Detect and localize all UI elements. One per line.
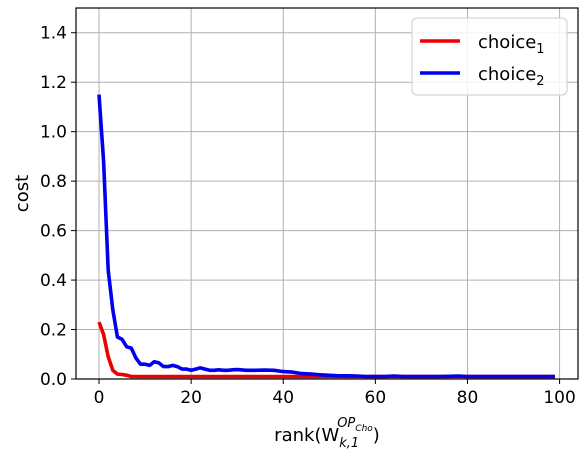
x-tick-label: 60	[365, 388, 387, 408]
x-tick-label: 40	[272, 388, 294, 408]
x-axis-label-part: rank(W	[274, 425, 339, 446]
x-tick-label: 80	[457, 388, 479, 408]
y-tick-label: 0.0	[40, 370, 67, 390]
x-axis-label-part: Cho	[355, 424, 373, 434]
plot-frame	[75, 7, 579, 380]
x-tick-label: 0	[94, 388, 105, 408]
y-axis-label: cost	[12, 175, 33, 212]
y-tick-label: 1.4	[40, 24, 67, 44]
x-tick-label: 100	[543, 388, 575, 408]
x-axis-label-part: )	[373, 425, 380, 446]
x-tick-label: 20	[180, 388, 202, 408]
legend-label: choice2	[478, 64, 545, 89]
series-lines	[97, 94, 555, 379]
legend-label: choice1	[478, 32, 545, 57]
x-axis-ticks: 0 20 40 60 80 100	[94, 379, 576, 408]
x-axis-label-part: k,1	[339, 436, 359, 451]
y-tick-label: 1.0	[40, 123, 67, 143]
legend: choice1 choice2	[411, 17, 568, 96]
x-axis-label: rank(Wk,1 OPCho)	[274, 416, 380, 451]
y-tick-label: 0.8	[40, 172, 67, 192]
series-line-choice-2	[97, 94, 555, 379]
y-tick-label: 0.4	[40, 271, 67, 291]
legend-box	[411, 17, 568, 96]
y-tick-label: 0.2	[40, 321, 67, 341]
y-tick-label: 0.6	[40, 222, 67, 242]
y-axis-ticks: 0.0 0.2 0.4 0.6 0.8 1.0 1.2 1.4	[40, 24, 76, 390]
y-tick-label: 1.2	[40, 73, 67, 93]
x-axis-label-part: OP	[337, 416, 355, 431]
